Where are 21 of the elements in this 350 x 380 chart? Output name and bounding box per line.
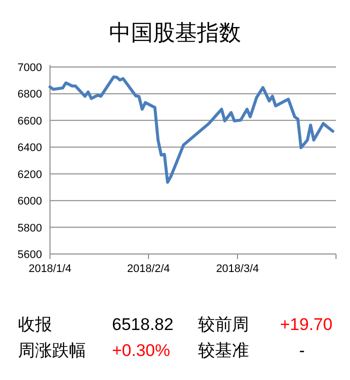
x-tick-label: 2018/1/4 (28, 263, 72, 275)
y-tick-label: 5600 (18, 249, 42, 261)
y-tick-label: 7000 (18, 62, 42, 74)
text: - (299, 341, 305, 360)
text: +0.30% (112, 341, 170, 360)
text: 较基准 (198, 341, 249, 360)
y-tick-label: 6400 (18, 142, 42, 154)
text: 收报 (18, 315, 52, 334)
y-tick-label: 6000 (18, 196, 42, 208)
chart-title: 中国股基指数 (109, 20, 241, 45)
y-tick-label: 6200 (18, 168, 42, 181)
line-series (48, 76, 334, 184)
y-tick-label: 6800 (18, 88, 42, 101)
text: 6518.82 (112, 315, 174, 334)
text: 周涨跌幅 (18, 341, 86, 360)
y-tick-label: 5800 (18, 222, 42, 234)
x-tick-label: 2018/3/4 (216, 263, 259, 275)
y-tick-label: 6600 (18, 115, 42, 128)
x-tick-label: 2018/2/4 (127, 263, 170, 275)
text: 较前周 (198, 315, 249, 334)
text: +19.70 (280, 315, 332, 334)
